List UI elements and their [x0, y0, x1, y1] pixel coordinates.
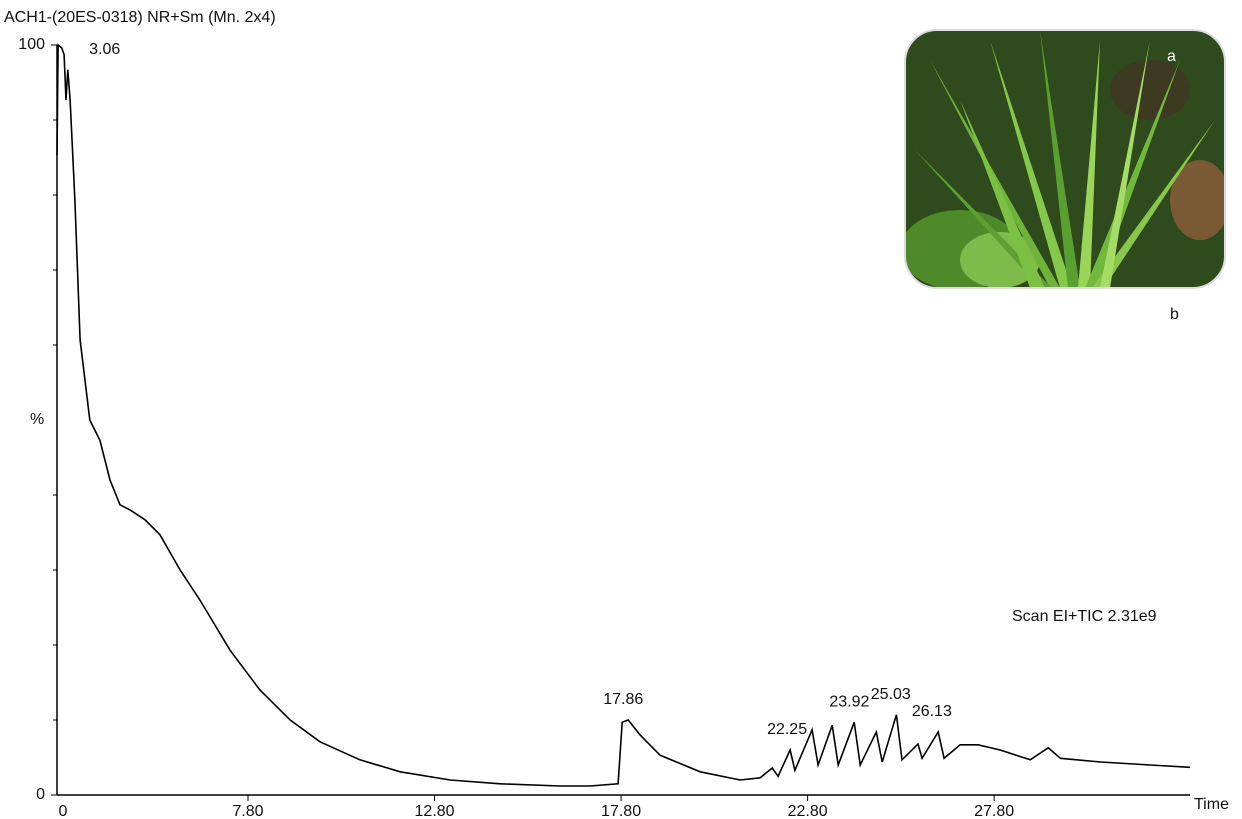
x-tick-label: 27.80	[974, 803, 1014, 819]
x-tick-label: 12.80	[415, 803, 455, 819]
y-tick-label: 100	[18, 36, 45, 53]
chart-title: ACH1-(20ES-0318) NR+Sm (Mn. 2x4)	[4, 9, 276, 26]
y-tick-label: 0	[36, 786, 45, 803]
x-tick-label: 7.80	[232, 803, 263, 819]
x-axis-label: Time	[1194, 796, 1229, 813]
x-start-label: 0	[59, 803, 68, 819]
peak-label: 26.13	[912, 703, 952, 720]
x-tick-label: 22.80	[788, 803, 828, 819]
peak-label: 22.25	[767, 721, 807, 738]
photo-label: b	[1170, 306, 1179, 323]
peak-label: 3.06	[89, 41, 120, 58]
chart: ACH1-(20ES-0318) NR+Sm (Mn. 2x4) Scan EI…	[0, 0, 1242, 819]
y-axis-label: %	[30, 411, 44, 428]
photo-label: a	[1167, 48, 1176, 65]
peak-label: 25.03	[871, 686, 911, 703]
plant-photo	[900, 30, 1230, 290]
peak-label: 23.92	[829, 693, 869, 710]
peak-label: 17.86	[603, 691, 643, 708]
scan-info: Scan EI+TIC 2.31e9	[1012, 608, 1157, 625]
page: {"chart_data": {"type": "line", "title":…	[0, 0, 1242, 819]
x-tick-label: 17.80	[601, 803, 641, 819]
